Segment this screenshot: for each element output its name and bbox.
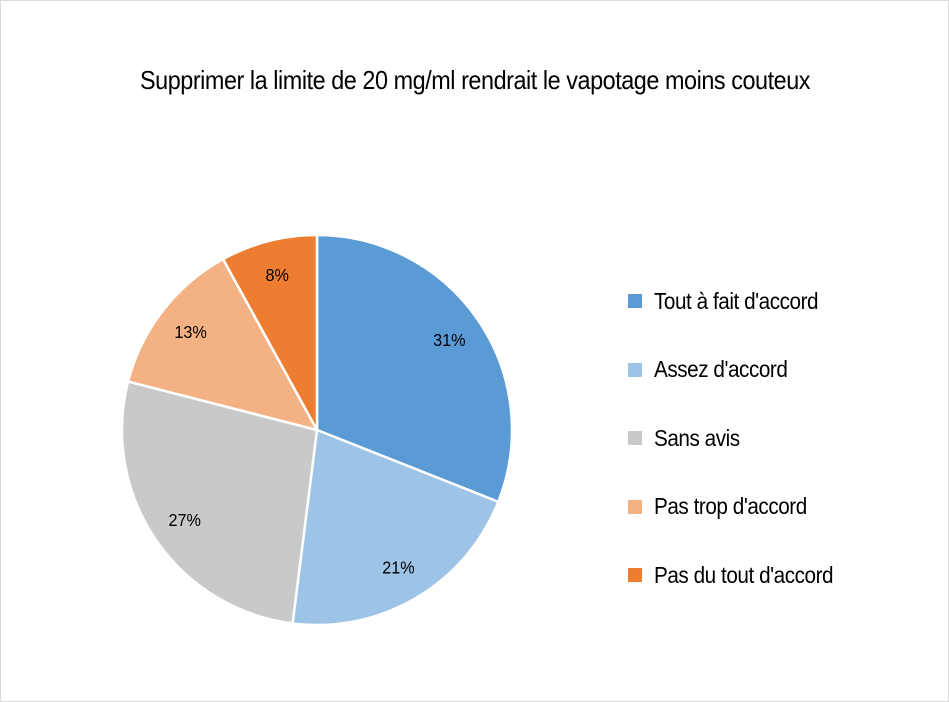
pie-slice-2 [291,428,500,627]
data-label: 31% [433,330,465,350]
legend-swatch [628,568,642,582]
legend-label: Pas du tout d'accord [654,561,834,588]
pie-slice-5 [221,233,319,431]
legend-label: Assez d'accord [654,356,788,382]
legend-item: Pas du tout d'accord [628,558,853,592]
legend-swatch [628,499,642,514]
pie-slice-1 [315,233,514,504]
data-label: 8% [266,265,289,285]
legend-label: Pas trop d'accord [654,493,807,519]
legend-swatch [628,294,642,308]
legend-label: Tout à fait d'accord [654,287,819,314]
data-label: 27% [168,510,200,530]
chart-title: Supprimer la limite de 20 mg/ml rendrait… [139,65,811,95]
legend-item: Tout à fait d'accord [628,284,853,318]
legend-label: Sans avis [654,424,740,451]
legend-swatch [628,431,642,445]
legend-item: Assez d'accord [628,353,853,387]
data-label: 13% [174,322,206,342]
data-label: 21% [382,558,414,578]
pie-slice-3 [120,379,319,625]
legend: Tout à fait d'accord Assez d'accord Sans a… [628,284,853,627]
legend-swatch [628,362,642,377]
pie-slice-4 [126,257,320,432]
legend-item: Pas trop d'accord [628,490,853,524]
legend-item: Sans avis [628,421,853,455]
